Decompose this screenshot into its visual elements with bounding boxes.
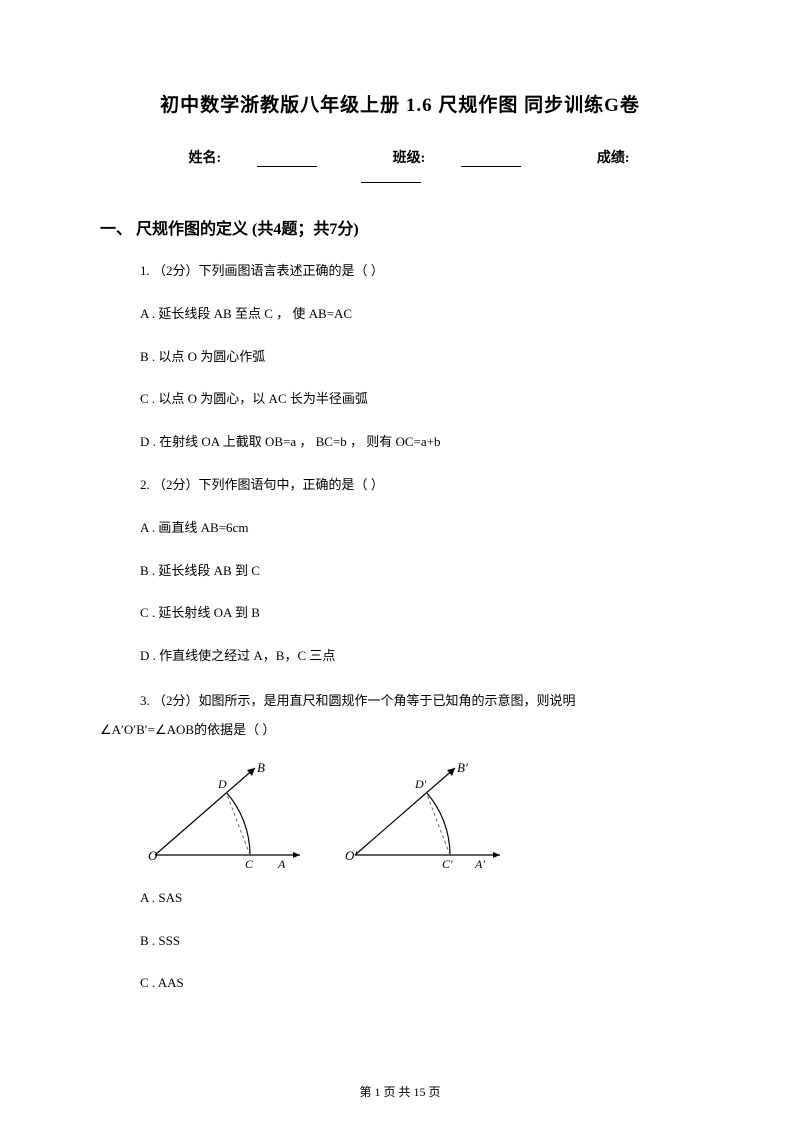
svg-text:O′: O′ <box>345 848 357 863</box>
q1-option-a: A . 延长线段 AB 至点 C ， 使 AB=AC <box>140 304 700 325</box>
q2-option-a: A . 画直线 AB=6cm <box>140 518 700 539</box>
question-2: 2. （2分）下列作图语句中，正确的是（ ） <box>140 475 700 496</box>
angle-diagram-left: O C A D B <box>140 760 310 870</box>
section-header-1: 一、 尺规作图的定义 (共4题；共7分) <box>100 215 700 239</box>
svg-text:B: B <box>257 760 265 775</box>
question-3-line2: ∠A′O′B′=∠AOB的依据是（ ） <box>100 718 700 741</box>
q3-option-c: C . AAS <box>140 973 700 994</box>
q3-option-b: B . SSS <box>140 931 700 952</box>
q3-option-a: A . SAS <box>140 888 700 909</box>
student-info-row: 姓名: 班级: 成绩: <box>100 147 700 183</box>
svg-text:A′: A′ <box>474 857 485 870</box>
q1-option-b: B . 以点 O 为圆心作弧 <box>140 347 700 368</box>
svg-text:C′: C′ <box>442 857 453 870</box>
svg-text:C: C <box>245 857 254 870</box>
q2-option-c: C . 延长射线 OA 到 B <box>140 603 700 624</box>
diagram-container: O C A D B O′ C′ A′ D′ B′ <box>140 760 700 870</box>
q2-option-d: D . 作直线使之经过 A，B，C 三点 <box>140 646 700 667</box>
name-label: 姓名: <box>170 151 335 166</box>
svg-text:D′: D′ <box>414 777 427 791</box>
svg-text:A: A <box>277 857 286 870</box>
svg-text:B′: B′ <box>457 760 468 775</box>
question-1: 1. （2分）下列画图语言表述正确的是（ ） <box>140 261 700 282</box>
svg-text:D: D <box>217 777 227 791</box>
page-footer: 第 1 页 共 15 页 <box>0 1083 800 1100</box>
svg-text:O: O <box>148 848 158 863</box>
page-title: 初中数学浙教版八年级上册 1.6 尺规作图 同步训练G卷 <box>100 90 700 117</box>
angle-diagram-right: O′ C′ A′ D′ B′ <box>340 760 510 870</box>
question-3-line1: 3. （2分）如图所示，是用直尺和圆规作一个角等于已知角的示意图，则说明 <box>140 689 700 712</box>
q1-option-c: C . 以点 O 为圆心，以 AC 长为半径画弧 <box>140 389 700 410</box>
q2-option-b: B . 延长线段 AB 到 C <box>140 561 700 582</box>
q1-option-d: D . 在射线 OA 上截取 OB=a ， BC=b ， 则有 OC=a+b <box>140 432 700 453</box>
class-label: 班级: <box>375 151 540 166</box>
